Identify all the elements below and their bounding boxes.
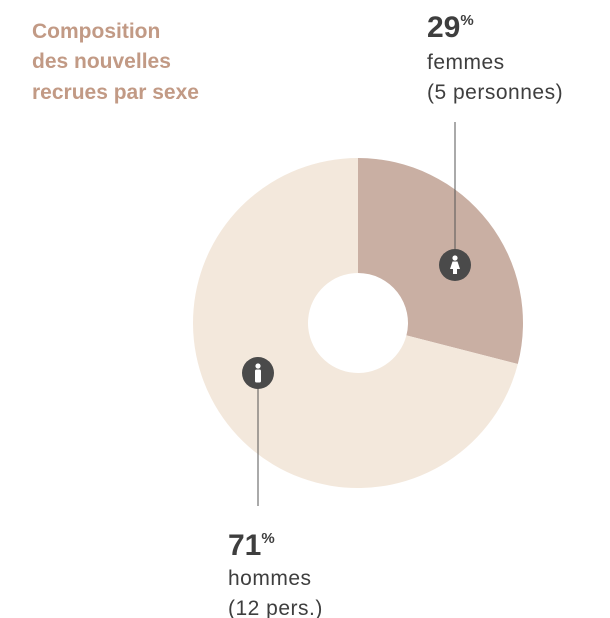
value-label: 71% <box>228 529 275 562</box>
value-unit: % <box>261 530 274 547</box>
chart-title: Composition <box>32 20 160 43</box>
donut-slice <box>192 158 518 489</box>
value-unit: % <box>460 12 473 29</box>
female-icon <box>439 249 471 281</box>
category-label: femmes <box>427 51 505 74</box>
chart-title: des nouvelles <box>32 50 171 73</box>
category-label: hommes <box>228 567 312 590</box>
donut <box>192 158 523 489</box>
category-note: (5 personnes) <box>427 81 563 104</box>
male-icon <box>242 357 274 389</box>
value-number: 71 <box>228 529 261 562</box>
category-note: (12 pers.) <box>228 597 323 618</box>
value-number: 29 <box>427 11 460 44</box>
value-label: 29% <box>427 11 474 44</box>
chart-title: recrues par sexe <box>32 81 199 104</box>
